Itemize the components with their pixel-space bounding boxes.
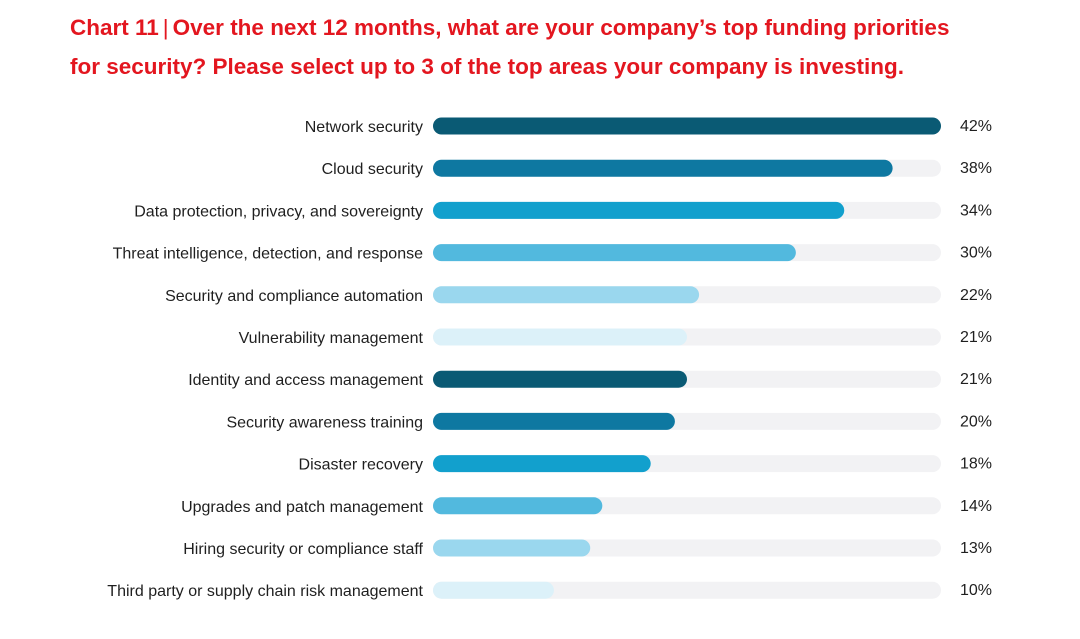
chart-title: Chart 11 | Over the next 12 months, what a…	[70, 8, 1030, 86]
bar-track	[433, 581, 941, 599]
title-line-1: Chart 11 | Over the next 12 months, what a…	[70, 8, 1030, 47]
bar	[433, 201, 845, 219]
category-label: Cloud security	[322, 161, 423, 178]
category-label: Hiring security or compliance staff	[183, 541, 423, 558]
value-label: 21%	[960, 371, 992, 388]
value-label: 22%	[960, 287, 992, 304]
value-label: 18%	[960, 456, 992, 473]
category-label: Security awareness training	[226, 414, 423, 431]
value-label: 21%	[960, 329, 992, 346]
category-label: Upgrades and patch management	[181, 499, 423, 516]
bar	[433, 497, 603, 515]
bar	[433, 539, 591, 557]
category-label: Threat intelligence, detection, and resp…	[113, 246, 424, 263]
title-prefix: Chart 11	[70, 15, 159, 40]
bar	[433, 286, 700, 304]
category-label: Security and compliance automation	[165, 288, 423, 305]
title-text-line-2: for security? Please select up to 3 of t…	[70, 54, 904, 79]
bar	[433, 412, 675, 430]
bar	[433, 244, 796, 262]
bar	[433, 455, 651, 473]
category-label: Network security	[305, 119, 423, 136]
bar	[433, 328, 687, 346]
value-label: 34%	[960, 202, 992, 219]
value-label: 30%	[960, 245, 992, 262]
bar	[433, 117, 941, 135]
category-label: Disaster recovery	[299, 457, 423, 474]
bar	[433, 370, 687, 388]
value-label: 10%	[960, 582, 992, 599]
bar	[433, 581, 554, 599]
value-label: 13%	[960, 540, 992, 557]
category-label: Data protection, privacy, and sovereignt…	[134, 203, 423, 220]
category-label: Identity and access management	[188, 372, 423, 389]
value-label: 20%	[960, 413, 992, 430]
title-separator: |	[162, 15, 169, 40]
title-text-line-1: Over the next 12 months, what are your c…	[172, 15, 950, 40]
category-label: Vulnerability management	[239, 330, 424, 347]
value-label: 14%	[960, 498, 992, 515]
value-label: 38%	[960, 160, 992, 177]
category-label: Third party or supply chain risk managem…	[107, 583, 423, 600]
bar	[433, 159, 893, 177]
value-label: 42%	[960, 118, 992, 135]
